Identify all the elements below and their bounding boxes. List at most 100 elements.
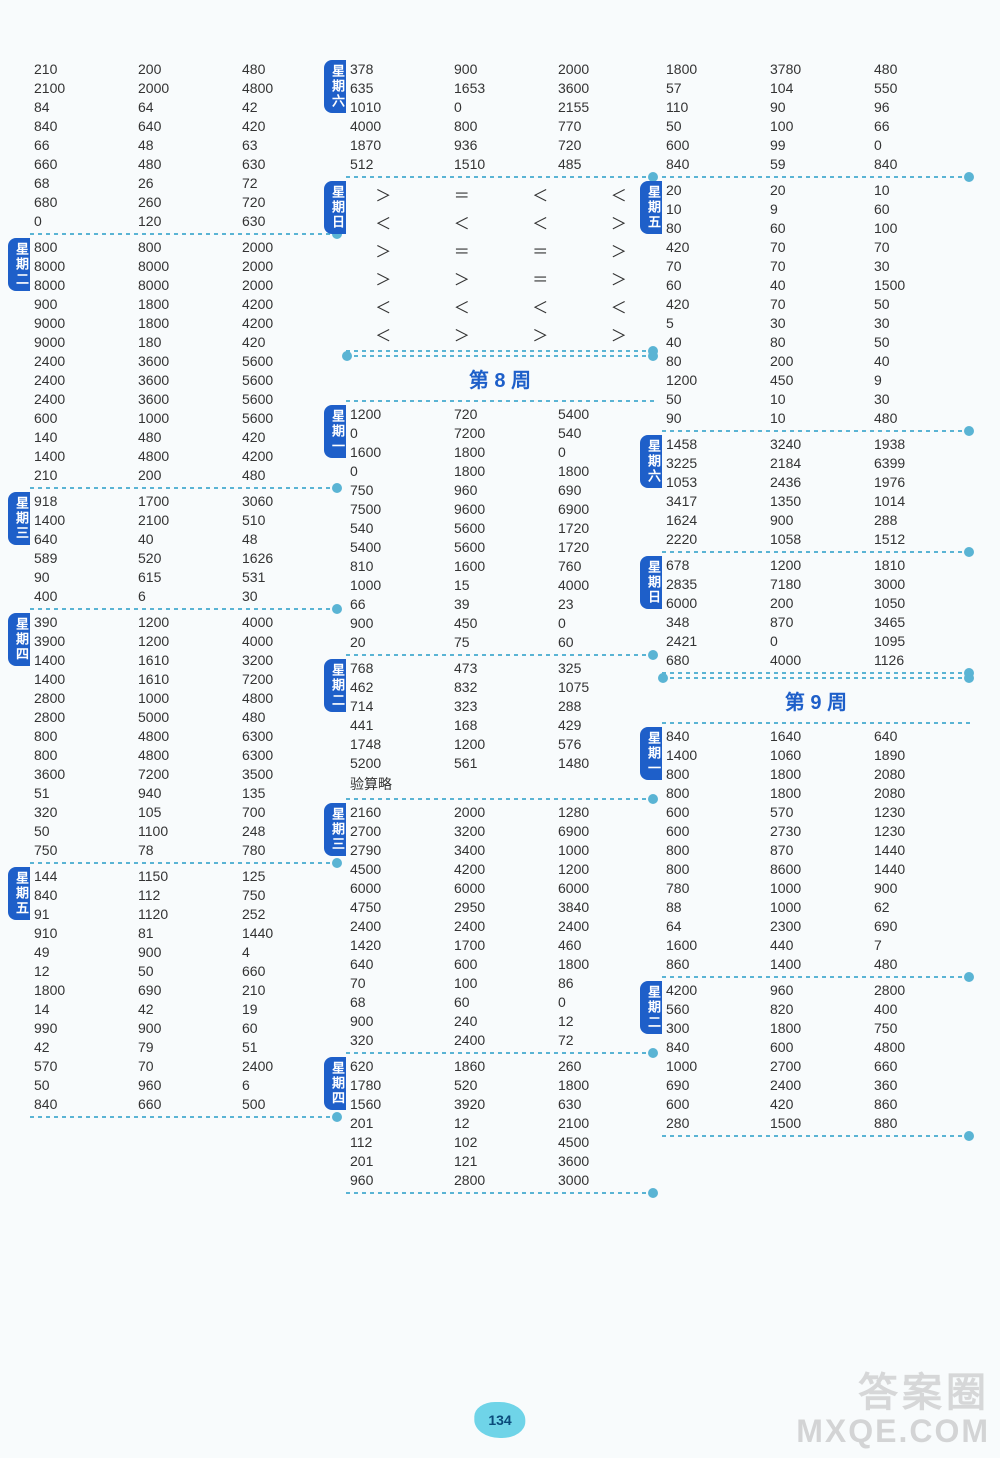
answer-cell: 960 [768, 981, 866, 999]
answer-cell: 60 [664, 276, 762, 294]
answer-cell: 66 [348, 595, 446, 613]
answer-cell: 2000 [240, 238, 338, 256]
answer-cell: 960 [348, 1171, 446, 1189]
answer-cell: 1800 [664, 60, 762, 78]
answer-cell: 100 [768, 117, 866, 135]
symbol-cell: ＞ [584, 321, 655, 347]
answer-cell: 2100 [32, 79, 130, 97]
symbol-cell: ＞ [348, 181, 419, 207]
answer-grid: 6781200181028357180300060002001050348870… [664, 556, 970, 669]
answer-cell: 20 [768, 181, 866, 199]
answer-cell: 2400 [452, 1031, 550, 1049]
answer-cell: 40 [136, 530, 234, 548]
answer-cell: 201 [348, 1152, 446, 1170]
answer-cell: 260 [556, 1057, 654, 1075]
answer-cell: 900 [136, 1019, 234, 1037]
answer-cell: 870 [768, 841, 866, 859]
answer-cell: 4000 [240, 613, 338, 631]
answer-cell: 1014 [872, 492, 970, 510]
symbol-cell: ＜ [505, 293, 576, 319]
answer-cell: 7200 [136, 765, 234, 783]
answer-cell: 690 [556, 481, 654, 499]
answer-cell: 800 [664, 860, 762, 878]
answer-grid: 3901200400039001200400014001610320014001… [32, 613, 338, 859]
answer-cell: 348 [664, 613, 762, 631]
answer-cell: 600 [768, 1038, 866, 1056]
answer-cell: 1560 [348, 1095, 446, 1113]
answer-cell: 480 [136, 155, 234, 173]
answer-grid: 8401640640140010601890800180020808001800… [664, 727, 970, 973]
day-tab: 星期日 [324, 181, 346, 234]
answer-cell: 3600 [556, 79, 654, 97]
answer-cell: 600 [664, 1095, 762, 1113]
answer-cell: 51 [240, 1038, 338, 1056]
answer-cell: 420 [240, 333, 338, 351]
answer-cell: 800 [32, 746, 130, 764]
answer-cell: 78 [136, 841, 234, 859]
answer-cell: 480 [240, 466, 338, 484]
answer-cell: 30 [872, 390, 970, 408]
answer-cell: 900 [348, 614, 446, 632]
answer-cell: 2220 [664, 530, 762, 548]
answer-cell: 7 [872, 936, 970, 954]
answer-cell: 20 [664, 181, 762, 199]
answer-cell: 1126 [872, 651, 970, 669]
answer-cell: 910 [32, 924, 130, 942]
answer-cell: 2835 [664, 575, 762, 593]
answer-cell: 323 [452, 697, 550, 715]
answer-cell: 260 [136, 193, 234, 211]
answer-cell: 100 [452, 974, 550, 992]
answer-cell: 5000 [136, 708, 234, 726]
answer-cell: 60 [556, 633, 654, 651]
section-divider [662, 1135, 970, 1137]
answer-cell: 630 [556, 1095, 654, 1113]
answer-cell: 900 [136, 943, 234, 961]
answer-cell: 620 [348, 1057, 446, 1075]
answer-cell: 39 [452, 595, 550, 613]
answer-cell: 0 [452, 98, 550, 116]
answer-cell: 112 [348, 1133, 446, 1151]
answer-cell: 2790 [348, 841, 446, 859]
answer-cell: 561 [452, 754, 550, 772]
answer-cell: 1653 [452, 79, 550, 97]
answer-cell: 3000 [556, 1171, 654, 1189]
symbol-cell: ＞ [505, 321, 576, 347]
answer-cell: 680 [664, 651, 762, 669]
answer-cell: 200 [136, 60, 234, 78]
answer-cell: 690 [872, 917, 970, 935]
answer-cell: 420 [240, 117, 338, 135]
answer-cell: 10 [664, 200, 762, 218]
answer-section: 星期一1200720540007200540160018000018001800… [346, 405, 654, 651]
answer-cell: 1640 [768, 727, 866, 745]
answer-cell: 360 [872, 1076, 970, 1094]
answer-cell: 3600 [556, 1152, 654, 1170]
answer-cell: 480 [240, 708, 338, 726]
symbol-cell: ＞ [427, 265, 498, 291]
answer-cell: 3780 [768, 60, 866, 78]
answer-section: 星期二4200960280056082040030018007508406004… [662, 981, 970, 1132]
answer-cell: 2080 [872, 765, 970, 783]
answer-section: 2102004802100200048008464428406404206648… [30, 60, 338, 230]
answer-cell: 1120 [136, 905, 234, 923]
day-tab: 星期一 [324, 405, 346, 458]
answer-cell: 2400 [32, 352, 130, 370]
answer-cell: 6000 [452, 879, 550, 897]
answer-cell: 6900 [556, 822, 654, 840]
answer-cell: 9000 [32, 333, 130, 351]
answer-cell: 8000 [32, 257, 130, 275]
answer-cell: 1440 [872, 841, 970, 859]
answer-cell: 104 [768, 79, 866, 97]
answer-cell: 320 [348, 1031, 446, 1049]
answer-cell: 400 [32, 587, 130, 605]
answer-section: 星期六3789002000635165336001010021554000800… [346, 60, 654, 173]
answer-cell: 3600 [32, 765, 130, 783]
answer-cell: 840 [664, 155, 762, 173]
answer-cell: 1500 [768, 1114, 866, 1132]
answer-cell: 510 [240, 511, 338, 529]
answer-cell: 1400 [32, 651, 130, 669]
answer-cell: 1800 [136, 295, 234, 313]
answer-cell: 50 [32, 1076, 130, 1094]
answer-cell: 40 [768, 276, 866, 294]
column-1: 2102004802100200048008464428406404206648… [30, 60, 338, 1197]
answer-cell: 440 [768, 936, 866, 954]
